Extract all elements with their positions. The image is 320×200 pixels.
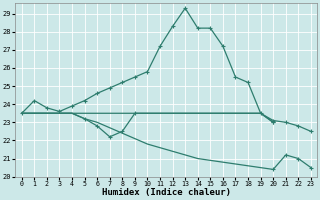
- X-axis label: Humidex (Indice chaleur): Humidex (Indice chaleur): [102, 188, 231, 197]
